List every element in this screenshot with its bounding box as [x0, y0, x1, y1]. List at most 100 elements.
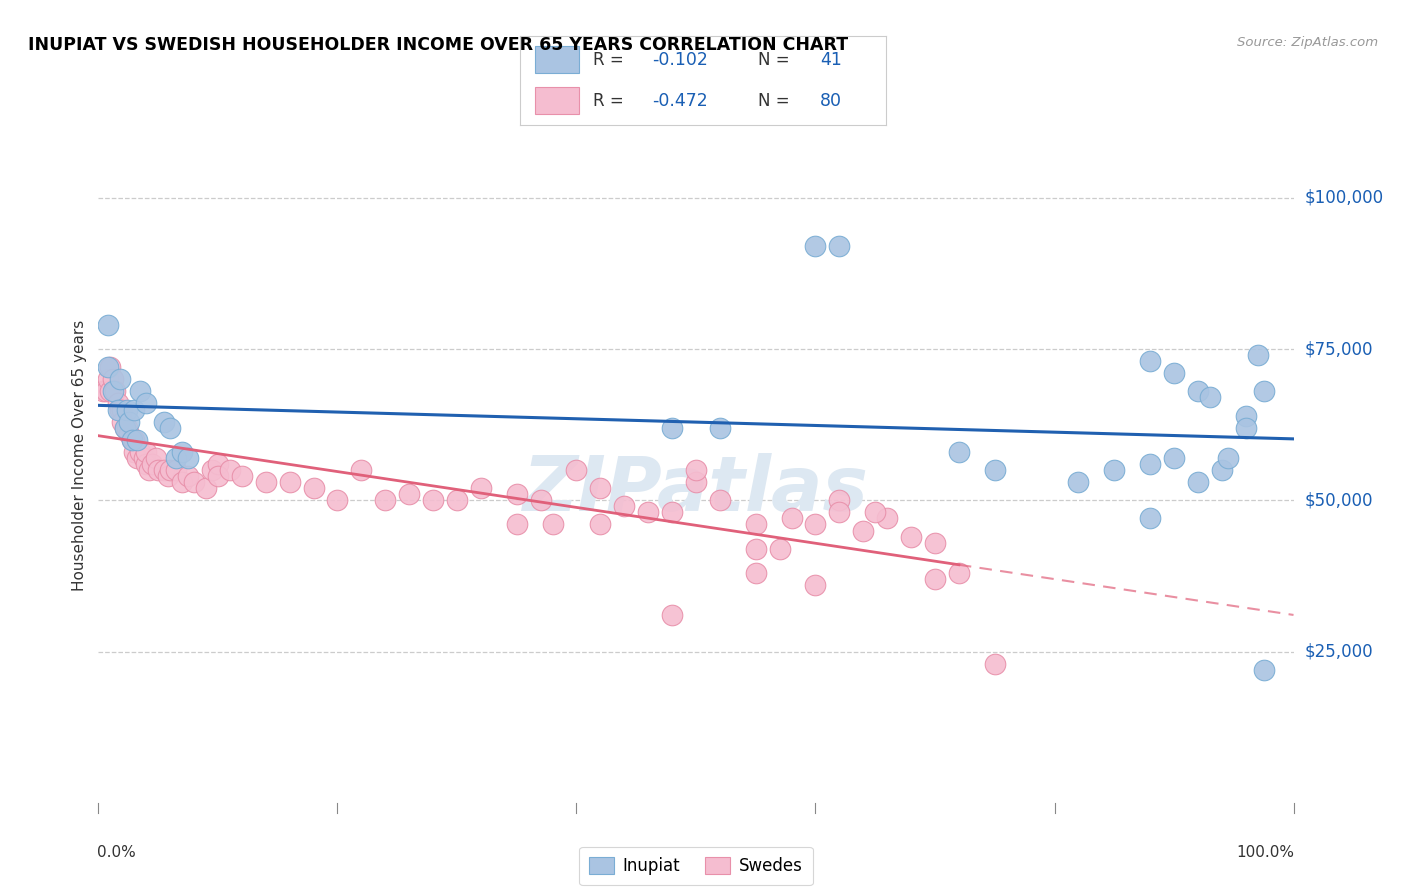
- Point: [924, 572, 946, 586]
- Point: [108, 372, 131, 386]
- Point: [91, 384, 114, 399]
- Point: [350, 463, 373, 477]
- Point: [983, 463, 1005, 477]
- Point: [446, 493, 468, 508]
- Point: [1187, 475, 1209, 490]
- Point: [165, 463, 187, 477]
- Point: [1246, 348, 1268, 362]
- Point: [745, 541, 768, 556]
- Point: [1234, 409, 1257, 423]
- Point: [97, 372, 120, 386]
- Point: [1253, 663, 1275, 677]
- Point: [661, 420, 683, 434]
- Point: [1102, 463, 1125, 477]
- Point: [589, 481, 612, 495]
- Point: [111, 402, 134, 417]
- Point: [685, 463, 707, 477]
- Point: [852, 524, 875, 538]
- Point: [506, 487, 529, 501]
- Point: [804, 578, 827, 592]
- Point: [148, 463, 170, 477]
- Point: [661, 608, 683, 623]
- Point: [709, 493, 731, 508]
- Point: [1234, 420, 1257, 434]
- Point: [97, 318, 120, 332]
- Point: [613, 500, 636, 514]
- Point: [172, 475, 194, 490]
- Point: [541, 517, 564, 532]
- Point: [125, 450, 148, 465]
- Point: [863, 505, 886, 519]
- Point: [141, 457, 163, 471]
- Point: [709, 420, 731, 434]
- Point: [153, 463, 176, 477]
- Text: $25,000: $25,000: [1305, 642, 1374, 661]
- Point: [98, 360, 122, 375]
- Text: 0.0%: 0.0%: [97, 845, 136, 860]
- Text: Source: ZipAtlas.com: Source: ZipAtlas.com: [1237, 36, 1378, 49]
- Point: [94, 384, 117, 399]
- Point: [589, 517, 612, 532]
- Point: [745, 566, 768, 580]
- Point: [1216, 450, 1239, 465]
- FancyBboxPatch shape: [534, 46, 579, 73]
- Point: [1163, 366, 1185, 380]
- Point: [1139, 354, 1161, 368]
- Point: [219, 463, 242, 477]
- Point: [254, 475, 277, 490]
- Point: [948, 566, 970, 580]
- Point: [207, 457, 229, 471]
- Text: N =: N =: [758, 92, 794, 110]
- Point: [231, 469, 253, 483]
- Point: [125, 433, 148, 447]
- Text: R =: R =: [593, 92, 630, 110]
- Text: INUPIAT VS SWEDISH HOUSEHOLDER INCOME OVER 65 YEARS CORRELATION CHART: INUPIAT VS SWEDISH HOUSEHOLDER INCOME OV…: [28, 36, 848, 54]
- Point: [398, 487, 420, 501]
- Point: [828, 239, 851, 253]
- Y-axis label: Householder Income Over 65 years: Householder Income Over 65 years: [72, 319, 87, 591]
- Point: [804, 517, 827, 532]
- Text: 41: 41: [820, 51, 842, 69]
- Point: [876, 511, 898, 525]
- Point: [172, 445, 194, 459]
- Point: [828, 505, 851, 519]
- Text: R =: R =: [593, 51, 630, 69]
- Point: [115, 420, 138, 434]
- Point: [177, 450, 200, 465]
- Point: [637, 505, 659, 519]
- Point: [129, 445, 152, 459]
- Point: [177, 469, 200, 483]
- Point: [565, 463, 588, 477]
- FancyBboxPatch shape: [534, 87, 579, 114]
- Legend: Inupiat, Swedes: Inupiat, Swedes: [579, 847, 813, 885]
- Text: ZIPatlas: ZIPatlas: [523, 453, 869, 526]
- Point: [194, 481, 217, 495]
- Point: [121, 433, 143, 447]
- Point: [1187, 384, 1209, 399]
- Point: [101, 384, 124, 399]
- Point: [124, 433, 146, 447]
- Point: [983, 657, 1005, 671]
- Point: [108, 402, 131, 417]
- Point: [135, 445, 157, 459]
- Point: [302, 481, 325, 495]
- Point: [900, 530, 922, 544]
- Point: [114, 420, 136, 434]
- Point: [278, 475, 301, 490]
- Point: [111, 415, 134, 429]
- Point: [828, 493, 851, 508]
- Point: [685, 475, 707, 490]
- Point: [97, 360, 120, 375]
- Point: [124, 445, 146, 459]
- Text: $75,000: $75,000: [1305, 340, 1374, 358]
- Text: N =: N =: [758, 51, 794, 69]
- Point: [201, 463, 224, 477]
- Point: [118, 415, 141, 429]
- Point: [101, 372, 124, 386]
- Point: [145, 450, 167, 465]
- Point: [159, 420, 181, 434]
- Point: [506, 517, 529, 532]
- Point: [768, 541, 790, 556]
- Point: [104, 384, 127, 399]
- Point: [153, 415, 176, 429]
